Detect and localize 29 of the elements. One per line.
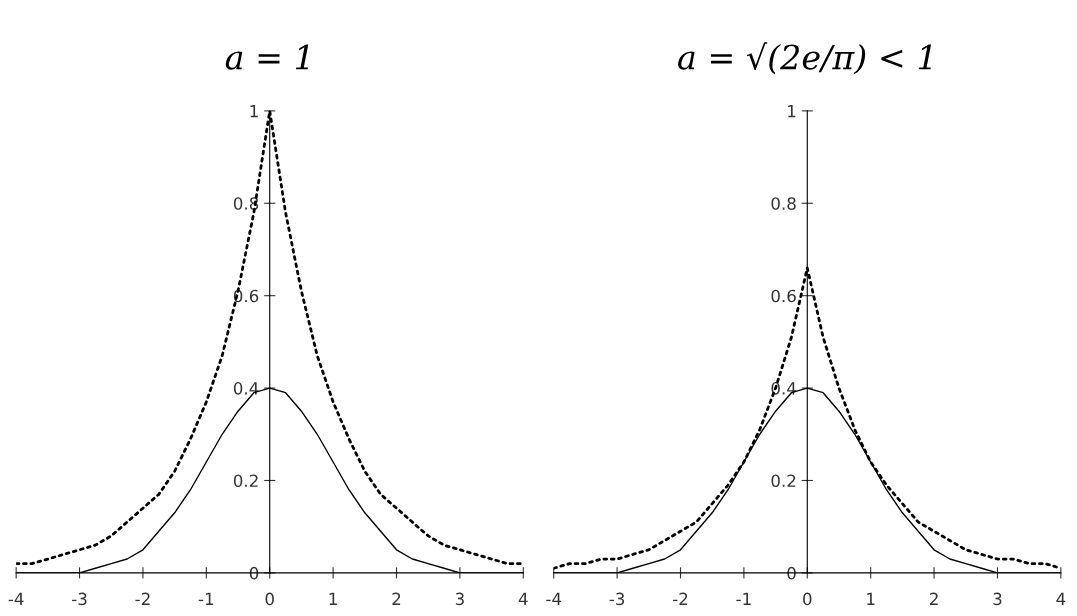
x-tick-label: -3 — [72, 592, 87, 606]
x-tick-label: -4 — [8, 592, 24, 605]
x-tick-label: 0 — [803, 592, 812, 606]
x-tick-label: 3 — [455, 592, 464, 606]
y-tick-label: 0.6 — [233, 289, 259, 303]
x-tick-label: -1 — [736, 592, 751, 605]
y-tick-label: 0.8 — [771, 197, 796, 210]
y-tick-label: 0.2 — [771, 474, 796, 488]
y-tick-label: 0.2 — [233, 474, 258, 488]
x-tick-label: -1 — [198, 592, 214, 605]
x-tick-label: 4 — [1056, 592, 1066, 605]
x-tick-label: 1 — [329, 592, 337, 605]
chart-title: a = 1 — [225, 44, 309, 70]
x-tick-label: -2 — [135, 592, 150, 605]
x-tick-label: -3 — [609, 592, 625, 606]
x-tick-label: 1 — [867, 592, 875, 605]
x-tick-label: 3 — [993, 592, 1002, 606]
y-tick-label: 1 — [250, 105, 258, 118]
y-tick-label: 0.6 — [771, 289, 796, 303]
x-tick-label: 4 — [518, 592, 528, 605]
y-tick-label: 0.4 — [771, 382, 796, 395]
y-tick-label: 1 — [788, 105, 796, 118]
x-tick-label: -2 — [673, 592, 688, 605]
x-tick-label: 2 — [392, 592, 401, 605]
y-tick-label: 0.4 — [233, 382, 259, 395]
x-tick-label: 0 — [265, 592, 274, 606]
x-tick-label: 2 — [929, 592, 938, 605]
chart-title: a = √(2e/π) < 1 — [678, 42, 932, 75]
x-tick-label: -4 — [546, 592, 562, 605]
